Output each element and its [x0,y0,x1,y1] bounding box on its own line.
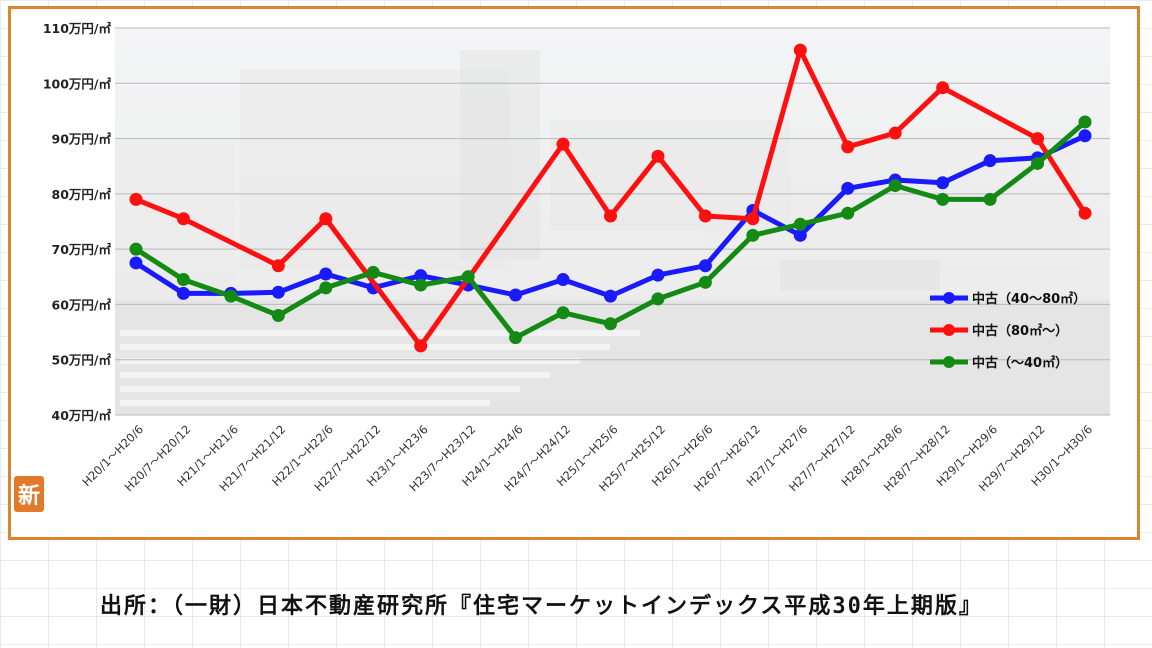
background-shape [460,50,540,260]
data-point [129,256,143,270]
data-point [698,275,712,289]
data-point [1031,132,1045,146]
background-shape [700,130,1080,270]
data-point [888,126,902,140]
data-point [841,140,855,154]
background-shape [780,260,940,290]
data-point [604,209,617,223]
legend-label: 中古（80㎡～） [972,323,1068,339]
shin-logo-icon: 新 [14,476,44,512]
data-point [414,278,428,292]
data-point [841,181,855,195]
data-point [366,265,380,279]
data-point [746,212,760,226]
y-tick-label: 90万円/㎡ [52,132,112,147]
data-point [556,137,570,151]
data-point [129,192,143,206]
data-point [604,289,617,303]
y-tick-label: 60万円/㎡ [52,297,112,312]
source-caption: 出所：（一財）日本不動産研究所『住宅マーケットインデックス平成30年上期版』 [100,594,983,619]
data-point [509,288,523,302]
data-point [936,81,950,95]
data-point [698,209,712,223]
crosswalk-stripe [120,344,610,350]
data-point [793,43,807,57]
crosswalk-stripe [120,386,520,392]
data-point [556,273,570,287]
data-point [1078,206,1092,220]
crosswalk-stripe [120,358,580,364]
data-point [746,228,760,242]
data-point [176,273,190,287]
legend-label: 中古（～40㎡） [972,355,1068,371]
crosswalk-stripe [120,372,550,378]
y-tick-label: 50万円/㎡ [52,353,112,368]
data-point [319,212,333,226]
y-tick-label: 70万円/㎡ [52,242,112,257]
series-lines [129,43,1092,353]
data-point [224,289,238,303]
data-point [1078,129,1092,143]
data-point [983,192,997,206]
data-point [271,285,285,299]
legend-label: 中古（40～80㎡） [972,291,1086,307]
data-point [414,339,428,353]
data-point [176,212,190,226]
data-point [651,268,665,282]
data-point [414,269,428,283]
data-point [129,242,143,256]
data-point [319,281,333,295]
data-point [651,149,665,163]
data-point [319,267,333,281]
legend-swatch-marker [943,324,955,336]
data-point [604,317,617,331]
data-point [461,270,475,284]
plot-background-photo [115,28,1110,415]
data-point [793,228,807,242]
y-tick-label: 100万円/㎡ [43,76,112,91]
data-point [936,192,950,206]
data-point [271,308,285,322]
data-point [983,154,997,168]
data-point [509,331,523,345]
x-axis: H20/1～H20/6H20/7～H20/12H21/1～H21/6H21/7～… [79,422,1095,494]
crosswalk-stripe [120,330,640,336]
y-tick-label: 40万円/㎡ [52,408,112,423]
data-point [1031,156,1045,170]
data-point [793,217,807,231]
data-point [651,292,665,306]
data-point [936,176,950,190]
y-tick-label: 110万円/㎡ [43,21,112,36]
data-point [556,306,570,320]
data-point [841,206,855,220]
data-point [888,179,902,193]
legend-swatch-marker [943,356,955,368]
legend: 中古（40～80㎡） 中古（80㎡～） 中古（～40㎡） [930,291,1086,371]
data-point [176,286,190,300]
legend-swatch-marker [943,292,955,304]
data-point [698,259,712,273]
y-tick-label: 80万円/㎡ [52,187,112,202]
data-point [1078,115,1092,129]
y-axis: 110万円/㎡ 100万円/㎡ 90万円/㎡ 80万円/㎡ 70万円/㎡ 60万円/㎡ 50… [43,21,112,423]
series-line [135,47,1088,349]
data-point [271,259,285,273]
crosswalk-stripe [120,400,490,406]
